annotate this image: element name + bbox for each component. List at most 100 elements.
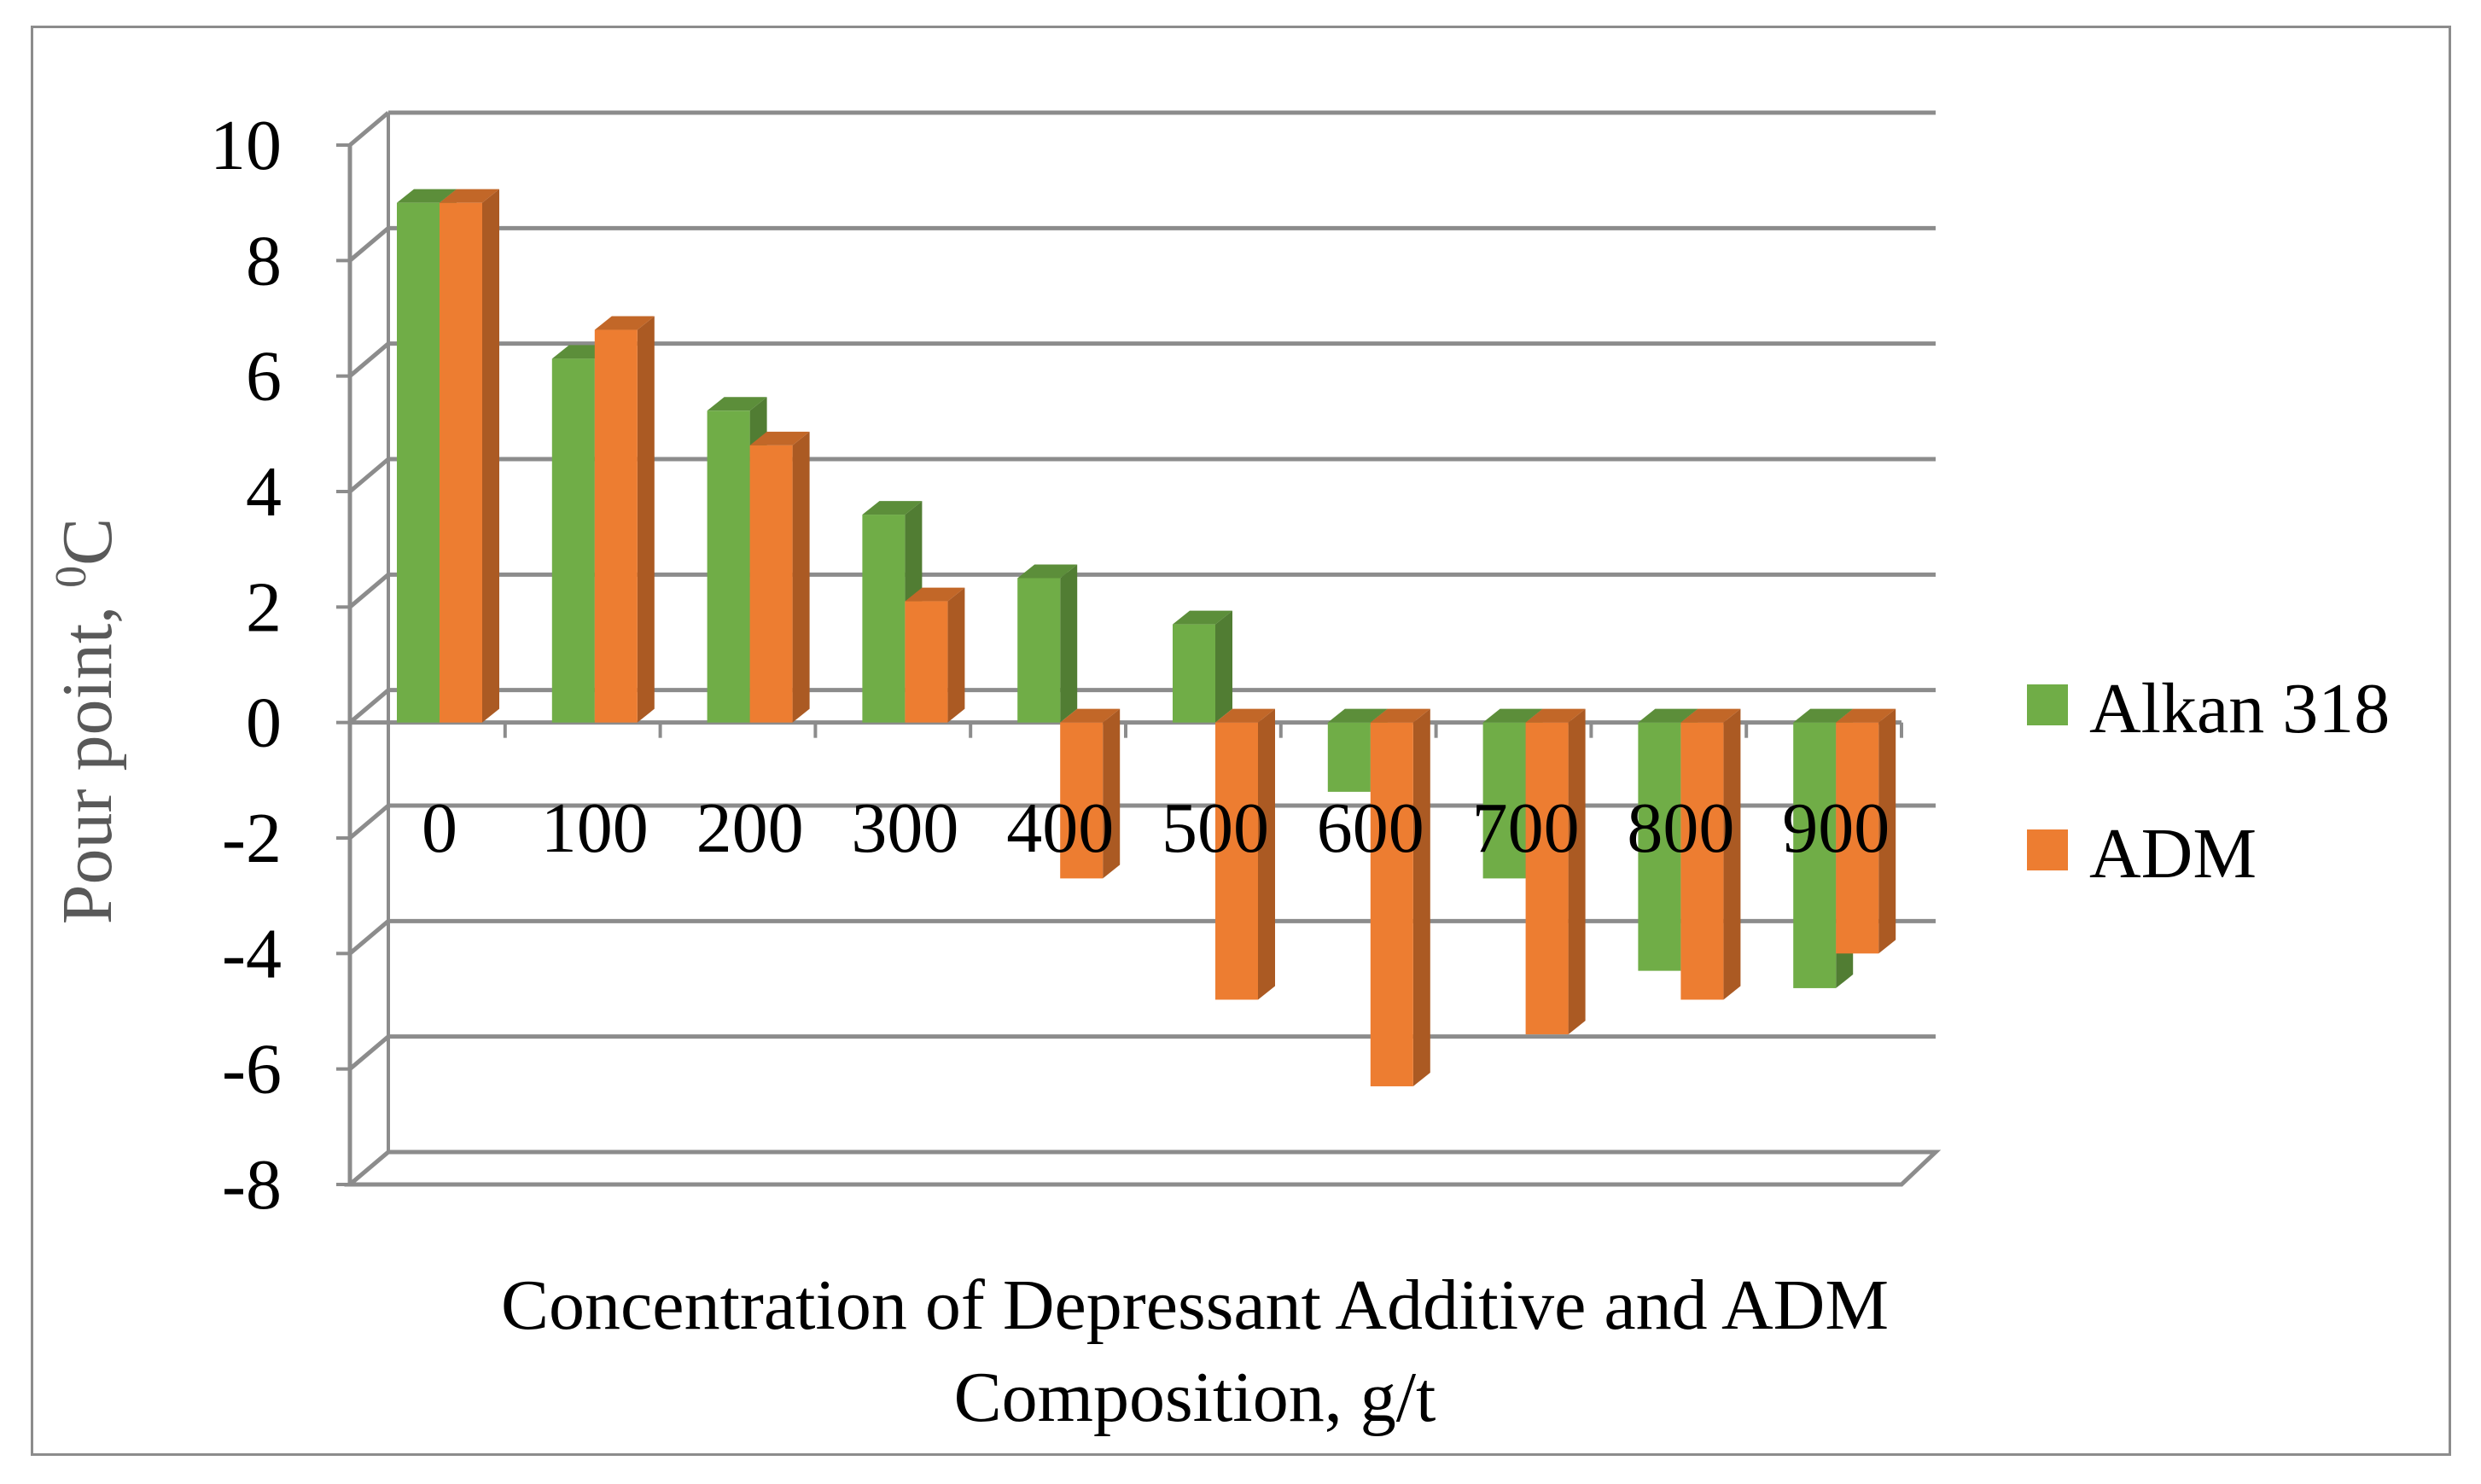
- bar-adm: [749, 431, 810, 723]
- bar-alkan-318-side: [1215, 610, 1232, 723]
- y-tick-label: 4: [246, 452, 282, 532]
- bar-adm-top: [1215, 708, 1275, 723]
- bar-adm-front: [440, 202, 482, 723]
- gridline-depth: [348, 919, 390, 956]
- bar-adm-top: [1525, 708, 1586, 723]
- bar-adm: [1370, 708, 1430, 1086]
- bar-adm-front: [1060, 722, 1104, 879]
- bar-alkan-318-top: [707, 397, 767, 411]
- legend: Alkan 318 ADM: [2027, 669, 2390, 893]
- bar-alkan-318-front: [862, 515, 906, 723]
- y-tick-label: 2: [246, 567, 282, 647]
- bar-alkan-318: [1017, 564, 1078, 723]
- bar-adm-top: [905, 587, 965, 602]
- legend-swatch: [2027, 684, 2068, 725]
- bar-adm: [1680, 708, 1741, 1000]
- x-tick-label: 700: [1472, 789, 1580, 868]
- bar-alkan-318-front: [1793, 722, 1837, 988]
- bar-adm-side: [482, 189, 499, 723]
- bar-adm-front: [1680, 722, 1724, 1000]
- y-tick-label: 10: [210, 106, 282, 185]
- bar-adm-top: [594, 316, 655, 330]
- bar-adm-top: [1680, 708, 1741, 723]
- bar-alkan-318-top: [1793, 708, 1854, 723]
- bar-adm-top: [1370, 708, 1430, 723]
- y-axis-title-unit: C: [48, 518, 127, 566]
- y-tick-label: 6: [246, 337, 282, 416]
- gridline-depth: [348, 111, 390, 147]
- y-axis-title-superscript: 0: [47, 566, 96, 588]
- bar-alkan-318-front: [1327, 722, 1371, 792]
- gridline-depth: [348, 804, 390, 840]
- bar-alkan-318-top: [862, 501, 923, 515]
- bar-alkan-318-front: [1173, 624, 1215, 723]
- bar-alkan-318-top: [1638, 708, 1698, 723]
- bar-adm-side: [1723, 708, 1741, 1000]
- bar-adm-front: [905, 601, 948, 723]
- x-tick-label: 300: [851, 789, 958, 868]
- bar-adm: [1060, 708, 1121, 879]
- gridline-depth: [348, 457, 390, 493]
- bar-adm-side: [1878, 708, 1896, 954]
- gridline-depth: [348, 573, 390, 609]
- bar-adm: [1215, 708, 1275, 1000]
- y-axis-title: Pour point, 0C: [47, 518, 127, 924]
- axes: [336, 113, 1942, 1187]
- bar-adm-side: [1568, 708, 1586, 1035]
- bar-alkan-318-front: [1017, 578, 1061, 723]
- gridline-depth: [348, 688, 390, 725]
- bar-adm-front: [594, 329, 638, 723]
- x-tick-label: 200: [696, 789, 804, 868]
- x-tick-label: 800: [1627, 789, 1734, 868]
- bar-adm-front: [1525, 722, 1569, 1035]
- bar-adm-front: [1370, 722, 1413, 1086]
- bar-alkan-318-top: [1327, 708, 1388, 723]
- bar-alkan-318-front: [1638, 722, 1681, 971]
- bar-adm-top: [749, 431, 810, 445]
- bar-adm-side: [792, 431, 810, 723]
- y-tick-label: 8: [246, 221, 282, 300]
- bar-adm-front: [749, 445, 793, 723]
- x-axis-title-line-1: Concentration of Depressant Additive and…: [501, 1266, 1889, 1345]
- bar-alkan-318-top: [1017, 564, 1078, 579]
- bar-adm: [440, 189, 499, 723]
- bar-adm: [1525, 708, 1586, 1035]
- bar-alkan-318-top: [1173, 610, 1232, 625]
- bar-alkan-318: [1173, 610, 1232, 723]
- gridline-depth: [348, 226, 390, 263]
- bar-adm-side: [1258, 708, 1275, 1000]
- x-axis-title-line-2: Composition, g/t: [954, 1358, 1436, 1437]
- bar-alkan-318-front: [707, 410, 750, 723]
- labels: 10 8 6 4 2 0 -2 -4 -6 -8 0 100 200 300 400 500 600 700 800…: [210, 106, 1890, 1225]
- gridline-depth: [348, 341, 390, 378]
- bar-alkan-318-front: [551, 358, 595, 723]
- y-tick-label: -4: [222, 914, 282, 993]
- bar-alkan-318-top: [397, 189, 457, 203]
- x-tick-label: 500: [1162, 789, 1269, 868]
- svg-text:Pour point, 0C: Pour point, 0C: [47, 518, 127, 924]
- bar-adm-top: [440, 189, 499, 203]
- y-tick-label: -6: [222, 1030, 282, 1109]
- y-tick-label: 0: [246, 684, 282, 763]
- x-tick-label: 0: [422, 789, 457, 868]
- chart-floor: [344, 1149, 1942, 1187]
- bar-adm-side: [1412, 708, 1430, 1086]
- bar-adm: [905, 587, 965, 723]
- bar-alkan-318-front: [1482, 722, 1526, 879]
- bar-adm-side: [1103, 708, 1121, 879]
- y-tick-label: -8: [222, 1145, 282, 1225]
- bars: [397, 189, 1896, 1086]
- bar-adm-top: [1060, 708, 1121, 723]
- x-tick-label: 600: [1317, 789, 1424, 868]
- y-axis-title-text: Pour point,: [48, 588, 127, 924]
- bar-adm: [1836, 708, 1896, 954]
- legend-label: Alkan 318: [2089, 669, 2390, 748]
- bar-alkan-318-top: [1482, 708, 1543, 723]
- bar-adm: [594, 316, 655, 723]
- legend-label: ADM: [2089, 814, 2257, 893]
- bar-alkan-318-front: [397, 202, 440, 723]
- bar-adm-front: [1215, 722, 1258, 1000]
- bar-adm-top: [1836, 708, 1896, 723]
- bar-adm-side: [637, 316, 655, 723]
